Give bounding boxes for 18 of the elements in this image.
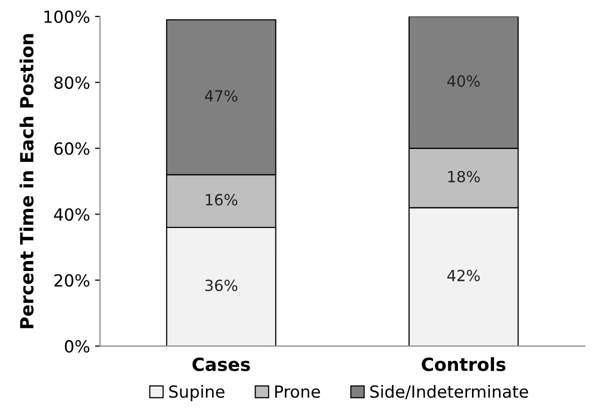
- legend-label: Side/Indeterminate: [370, 384, 528, 400]
- y-axis-title: Percent Time in Each Postion: [20, 34, 34, 328]
- y-tick-label: 80%: [54, 76, 90, 89]
- y-tick-label: 0%: [64, 340, 90, 353]
- y-tick-label: 100%: [44, 10, 90, 24]
- legend-label: Supine: [169, 384, 224, 402]
- y-tick-label: 20%: [54, 274, 90, 287]
- data-label: 16%: [206, 194, 238, 206]
- data-label: 40%: [447, 75, 480, 87]
- data-label: 36%: [205, 280, 238, 292]
- data-label: 42%: [447, 270, 480, 282]
- y-tick-label: 60%: [54, 142, 90, 155]
- y-tick-label: 40%: [54, 208, 90, 221]
- x-tick-label: Cases: [192, 358, 250, 372]
- legend-label: Prone: [275, 386, 320, 398]
- data-label: 18%: [448, 170, 480, 182]
- data-label: 47%: [204, 90, 238, 102]
- x-tick-label: Controls: [422, 357, 506, 372]
